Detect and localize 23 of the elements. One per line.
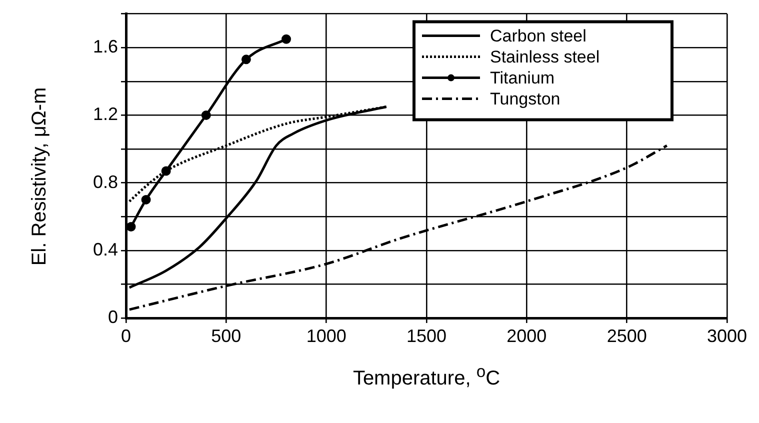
y-tick-label: 1.6: [92, 36, 118, 57]
point: [141, 194, 151, 204]
y-tick-label: 0.8: [92, 172, 118, 192]
x-tick-label: 1000: [306, 326, 346, 346]
point: [282, 34, 292, 44]
x-tick-label: 2000: [506, 326, 547, 346]
point: [241, 54, 251, 64]
y-tick-label: 0: [108, 306, 118, 327]
point: [126, 222, 136, 232]
x-tick-label: 500: [211, 326, 242, 346]
x-tick-label: 0: [120, 326, 132, 346]
x-tick-label: 1500: [406, 326, 447, 346]
legend-label: Titanium: [490, 68, 555, 88]
legend-label: Tungston: [490, 89, 560, 108]
y-axis-title: El. Resistivity, μΩ-m: [28, 86, 52, 268]
point: [201, 110, 211, 120]
legend-label: Carbon steel: [490, 26, 586, 46]
x-axis-title: Temperature, $^{o}$C: [352, 362, 502, 391]
y-tick-label: 1.2: [92, 104, 118, 124]
y-tick-label: 0.4: [92, 239, 118, 260]
x-tick-label: 2500: [606, 326, 647, 346]
x-tick-label: 3000: [706, 326, 748, 346]
legend-label: Stainless steel: [490, 47, 600, 66]
